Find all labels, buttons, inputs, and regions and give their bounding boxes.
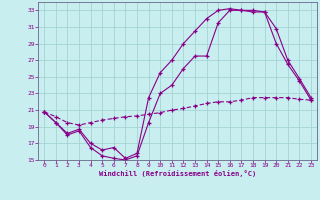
X-axis label: Windchill (Refroidissement éolien,°C): Windchill (Refroidissement éolien,°C): [99, 170, 256, 177]
